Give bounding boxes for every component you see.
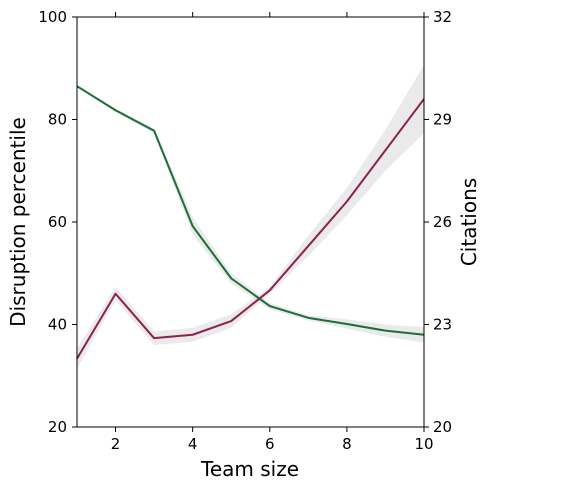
right-y-tick-label: 29	[433, 111, 452, 129]
left-y-axis-title: Disruption percentile	[6, 117, 30, 327]
right-y-tick-label: 32	[433, 8, 452, 26]
right-y-axis-title: Citations	[457, 178, 481, 266]
right-y-tick-label: 26	[433, 213, 452, 231]
x-tick-label: 4	[188, 435, 198, 453]
x-tick-label: 10	[414, 435, 433, 453]
left-y-tick-label: 80	[48, 111, 67, 129]
confidence-band-2	[77, 64, 424, 369]
confidence-bands	[77, 64, 424, 369]
axes	[76, 16, 425, 428]
x-tick-label: 2	[111, 435, 121, 453]
left-y-tick-label: 100	[38, 8, 67, 26]
left-y-tick-label: 60	[48, 213, 67, 231]
x-tick-label: 8	[342, 435, 352, 453]
left-y-tick-label: 40	[48, 316, 67, 334]
right-y-tick-label: 23	[433, 316, 452, 334]
series-line-2	[76, 98, 425, 360]
x-tick-label: 6	[265, 435, 275, 453]
right-y-tick-label: 20	[433, 418, 452, 436]
x-axis-title: Team size	[200, 457, 299, 481]
series-line-1	[76, 85, 425, 336]
series-lines	[76, 85, 425, 360]
left-y-tick-label: 20	[48, 418, 67, 436]
